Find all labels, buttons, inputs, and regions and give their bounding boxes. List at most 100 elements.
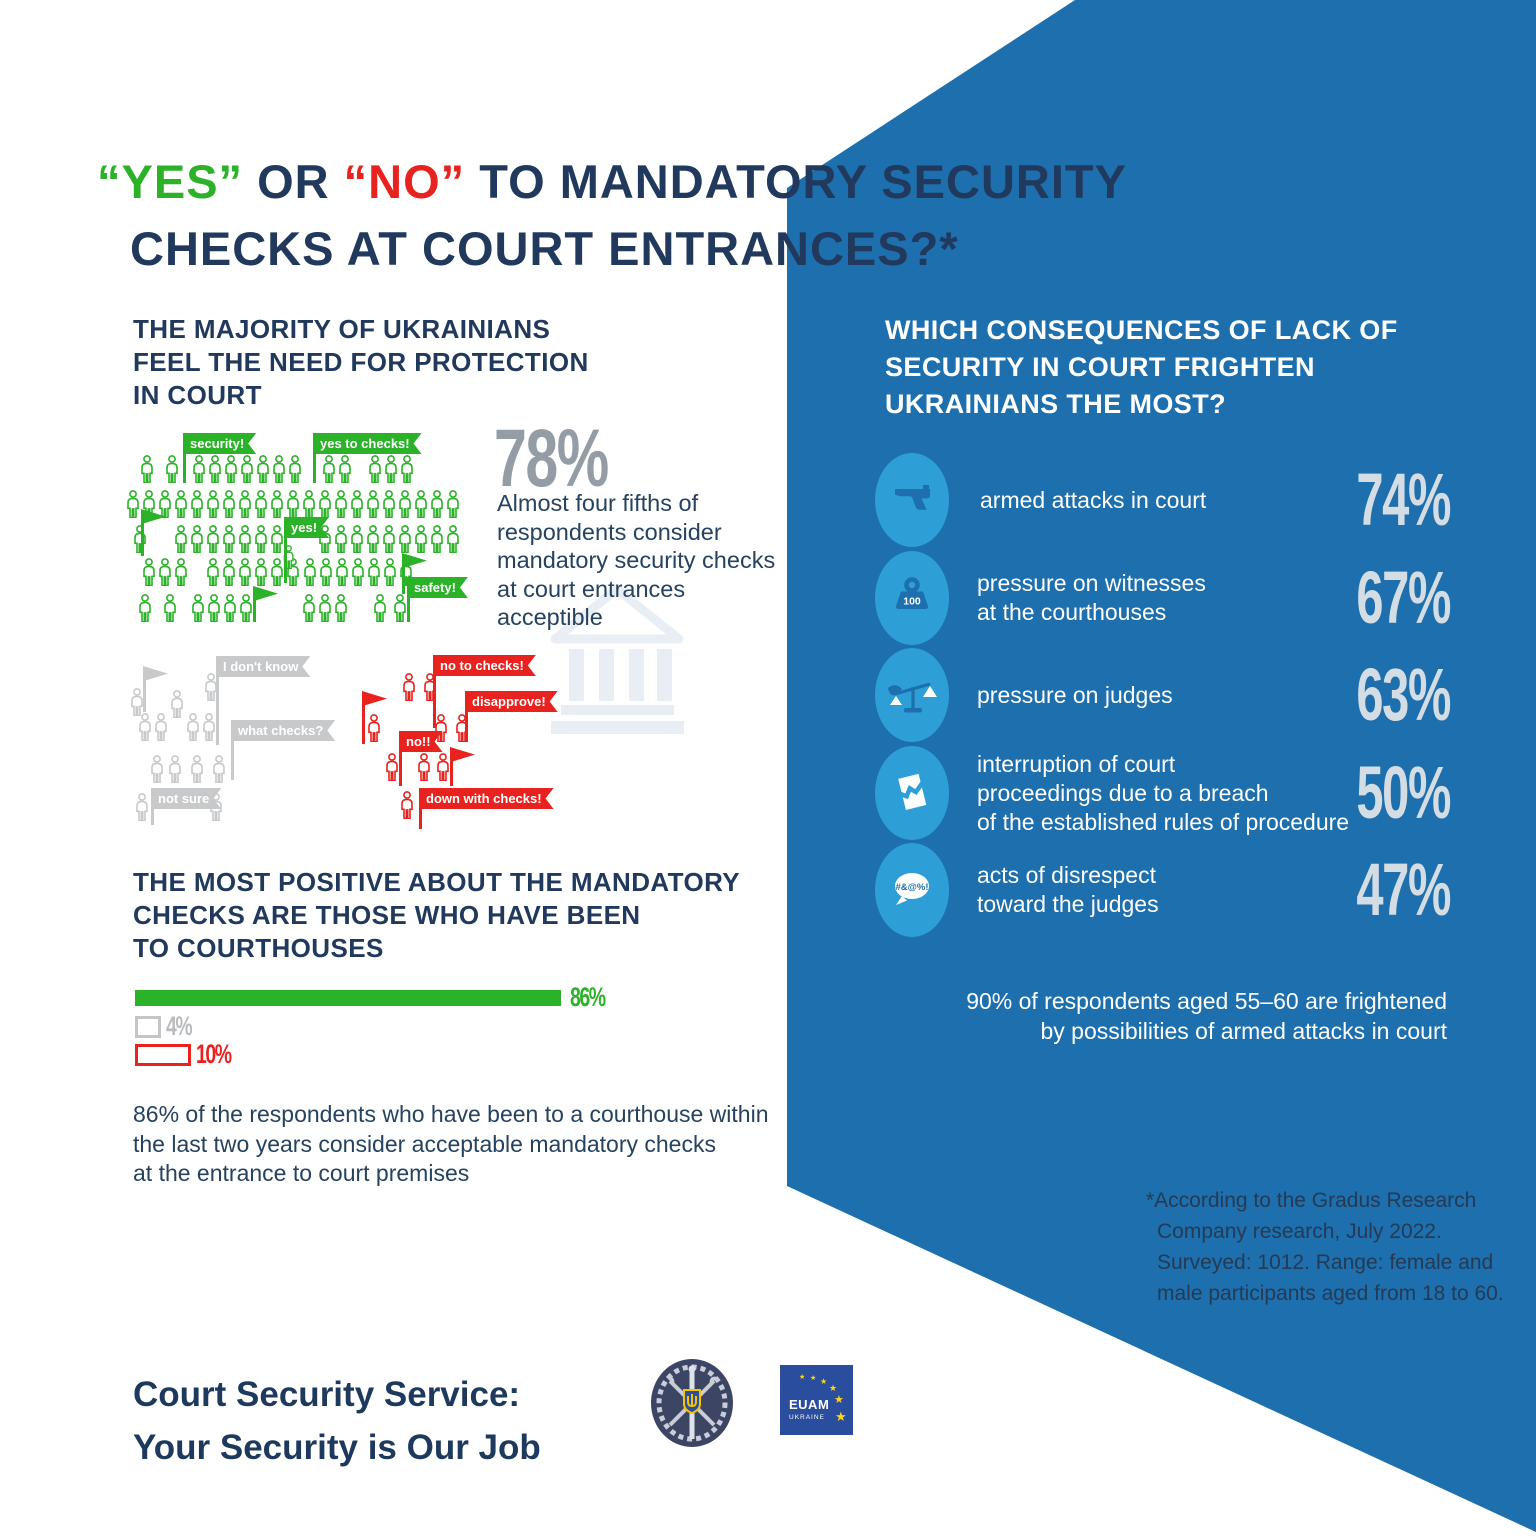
person-icon [159, 558, 171, 586]
person-icon [401, 791, 413, 819]
fear-item-line: proceedings due to a breach [977, 779, 1269, 806]
pct-value: 50% [1356, 751, 1451, 834]
flag-pole [253, 591, 256, 622]
fear-item-pct: 63% [1308, 653, 1451, 736]
footnote: *According to the Gradus Research Compan… [1146, 1185, 1504, 1309]
flag-pole [362, 699, 365, 744]
star-icon: ★ [829, 1383, 838, 1393]
section1-heading: THE MAJORITY OF UKRAINIANS FEEL THE NEED… [133, 313, 589, 412]
star-icon: ★ [820, 1377, 828, 1386]
person-icon [431, 525, 443, 553]
crowd-flag: yes to checks! [313, 433, 422, 454]
right-heading-line: UKRAINIANS THE MOST? [885, 389, 1226, 419]
flag-pole [407, 593, 410, 622]
fear-item-pressure-witnesses: 100 pressure on witnesses at the courtho… [875, 551, 1451, 645]
flag-pole [313, 449, 316, 483]
note-90-percent: 90% of respondents aged 55–60 are fright… [966, 986, 1447, 1046]
person-icon [289, 455, 301, 483]
person-icon [383, 490, 395, 518]
person-icon [239, 490, 251, 518]
fear-item-line: toward the judges [977, 891, 1159, 917]
fear-item-label: pressure on judges [977, 681, 1377, 710]
person-icon [131, 688, 143, 716]
paragraph-line: at the entrance to court premises [133, 1160, 470, 1186]
crowd-flag: not sure [151, 788, 221, 809]
speech-bubble-icon: #&@%! [875, 843, 949, 937]
stat-78: 78% [494, 418, 652, 500]
flag-pole [151, 804, 154, 825]
person-icon [323, 455, 335, 483]
flag-pole [183, 449, 186, 483]
person-icon [240, 594, 252, 622]
person-icon [193, 455, 205, 483]
person-icon [383, 525, 395, 553]
person-icon [303, 490, 315, 518]
person-icon [351, 490, 363, 518]
crowd-flag: disapprove! [465, 691, 558, 712]
person-icon [303, 594, 315, 622]
person-icon [319, 594, 331, 622]
fear-item-line: at the courthouses [977, 599, 1167, 625]
person-icon [271, 490, 283, 518]
person-icon [155, 713, 167, 741]
footnote-line: *According to the Gradus Research [1146, 1189, 1477, 1212]
person-icon [187, 713, 199, 741]
torn-document-icon [875, 746, 949, 840]
person-icon [320, 558, 332, 586]
fear-item-label: pressure on witnesses at the courthouses [977, 569, 1377, 627]
person-icon [418, 753, 430, 781]
person-icon [273, 455, 285, 483]
bar-value: 10% [196, 1039, 232, 1069]
person-icon [191, 490, 203, 518]
section1-heading-line: IN COURT [133, 380, 262, 410]
page-title: “YES” OR “NO” TO MANDATORY SECURITY CHEC… [97, 148, 1127, 282]
fear-item-label: interruption of court proceedings due to… [977, 750, 1437, 837]
bar-red-10 [135, 1044, 191, 1066]
person-icon [224, 594, 236, 622]
fear-item-line: acts of disrespect [977, 862, 1156, 888]
person-icon [159, 490, 171, 518]
flag-pole [402, 560, 405, 594]
person-icon [191, 755, 203, 783]
title-no: “NO” [343, 155, 466, 208]
crowd-flag: no to checks! [433, 655, 536, 676]
crowd-flag: yes! [284, 517, 329, 538]
stat-caption-line: at court entrances [497, 575, 686, 602]
person-icon [175, 558, 187, 586]
person-icon [213, 755, 225, 783]
star-icon: ★ [834, 1394, 844, 1406]
person-icon [255, 490, 267, 518]
person-icon [223, 525, 235, 553]
flag-pole [231, 736, 234, 780]
section1-heading-line: FEEL THE NEED FOR PROTECTION [133, 347, 589, 377]
footnote-line: male participants aged from 18 to 60. [1157, 1282, 1504, 1305]
bar-value: 86% [570, 982, 606, 1012]
crowd-flag: no!! [399, 731, 443, 752]
stat-caption-line: Almost four fifths of [497, 490, 699, 516]
stat-caption-line: mandatory security checks [497, 547, 776, 574]
section2-heading: THE MOST POSITIVE ABOUT THE MANDATORY CH… [133, 866, 740, 965]
person-icon [351, 525, 363, 553]
fear-item-line: pressure on witnesses [977, 570, 1206, 596]
weight-icon: 100 [875, 551, 949, 645]
svg-text:100: 100 [903, 596, 921, 608]
euam-ukraine-logo: ★ ★ ★ ★ ★ ★ EUAM UKRAINE [780, 1365, 853, 1435]
pct-value: 63% [1356, 653, 1451, 736]
flag-pole [465, 707, 468, 742]
person-icon [401, 455, 413, 483]
person-icon [335, 594, 347, 622]
fear-item-pct: 74% [1308, 463, 1451, 537]
pennant-flag-icon [362, 691, 387, 707]
person-icon [241, 455, 253, 483]
person-icon [415, 490, 427, 518]
gun-icon [875, 453, 949, 547]
person-icon [394, 594, 406, 622]
person-icon [164, 594, 176, 622]
person-icon [175, 490, 187, 518]
person-icon [257, 455, 269, 483]
person-icon [339, 455, 351, 483]
person-icon [225, 455, 237, 483]
fear-item-line: armed attacks in court [980, 486, 1207, 513]
star-icon: ★ [810, 1375, 817, 1382]
